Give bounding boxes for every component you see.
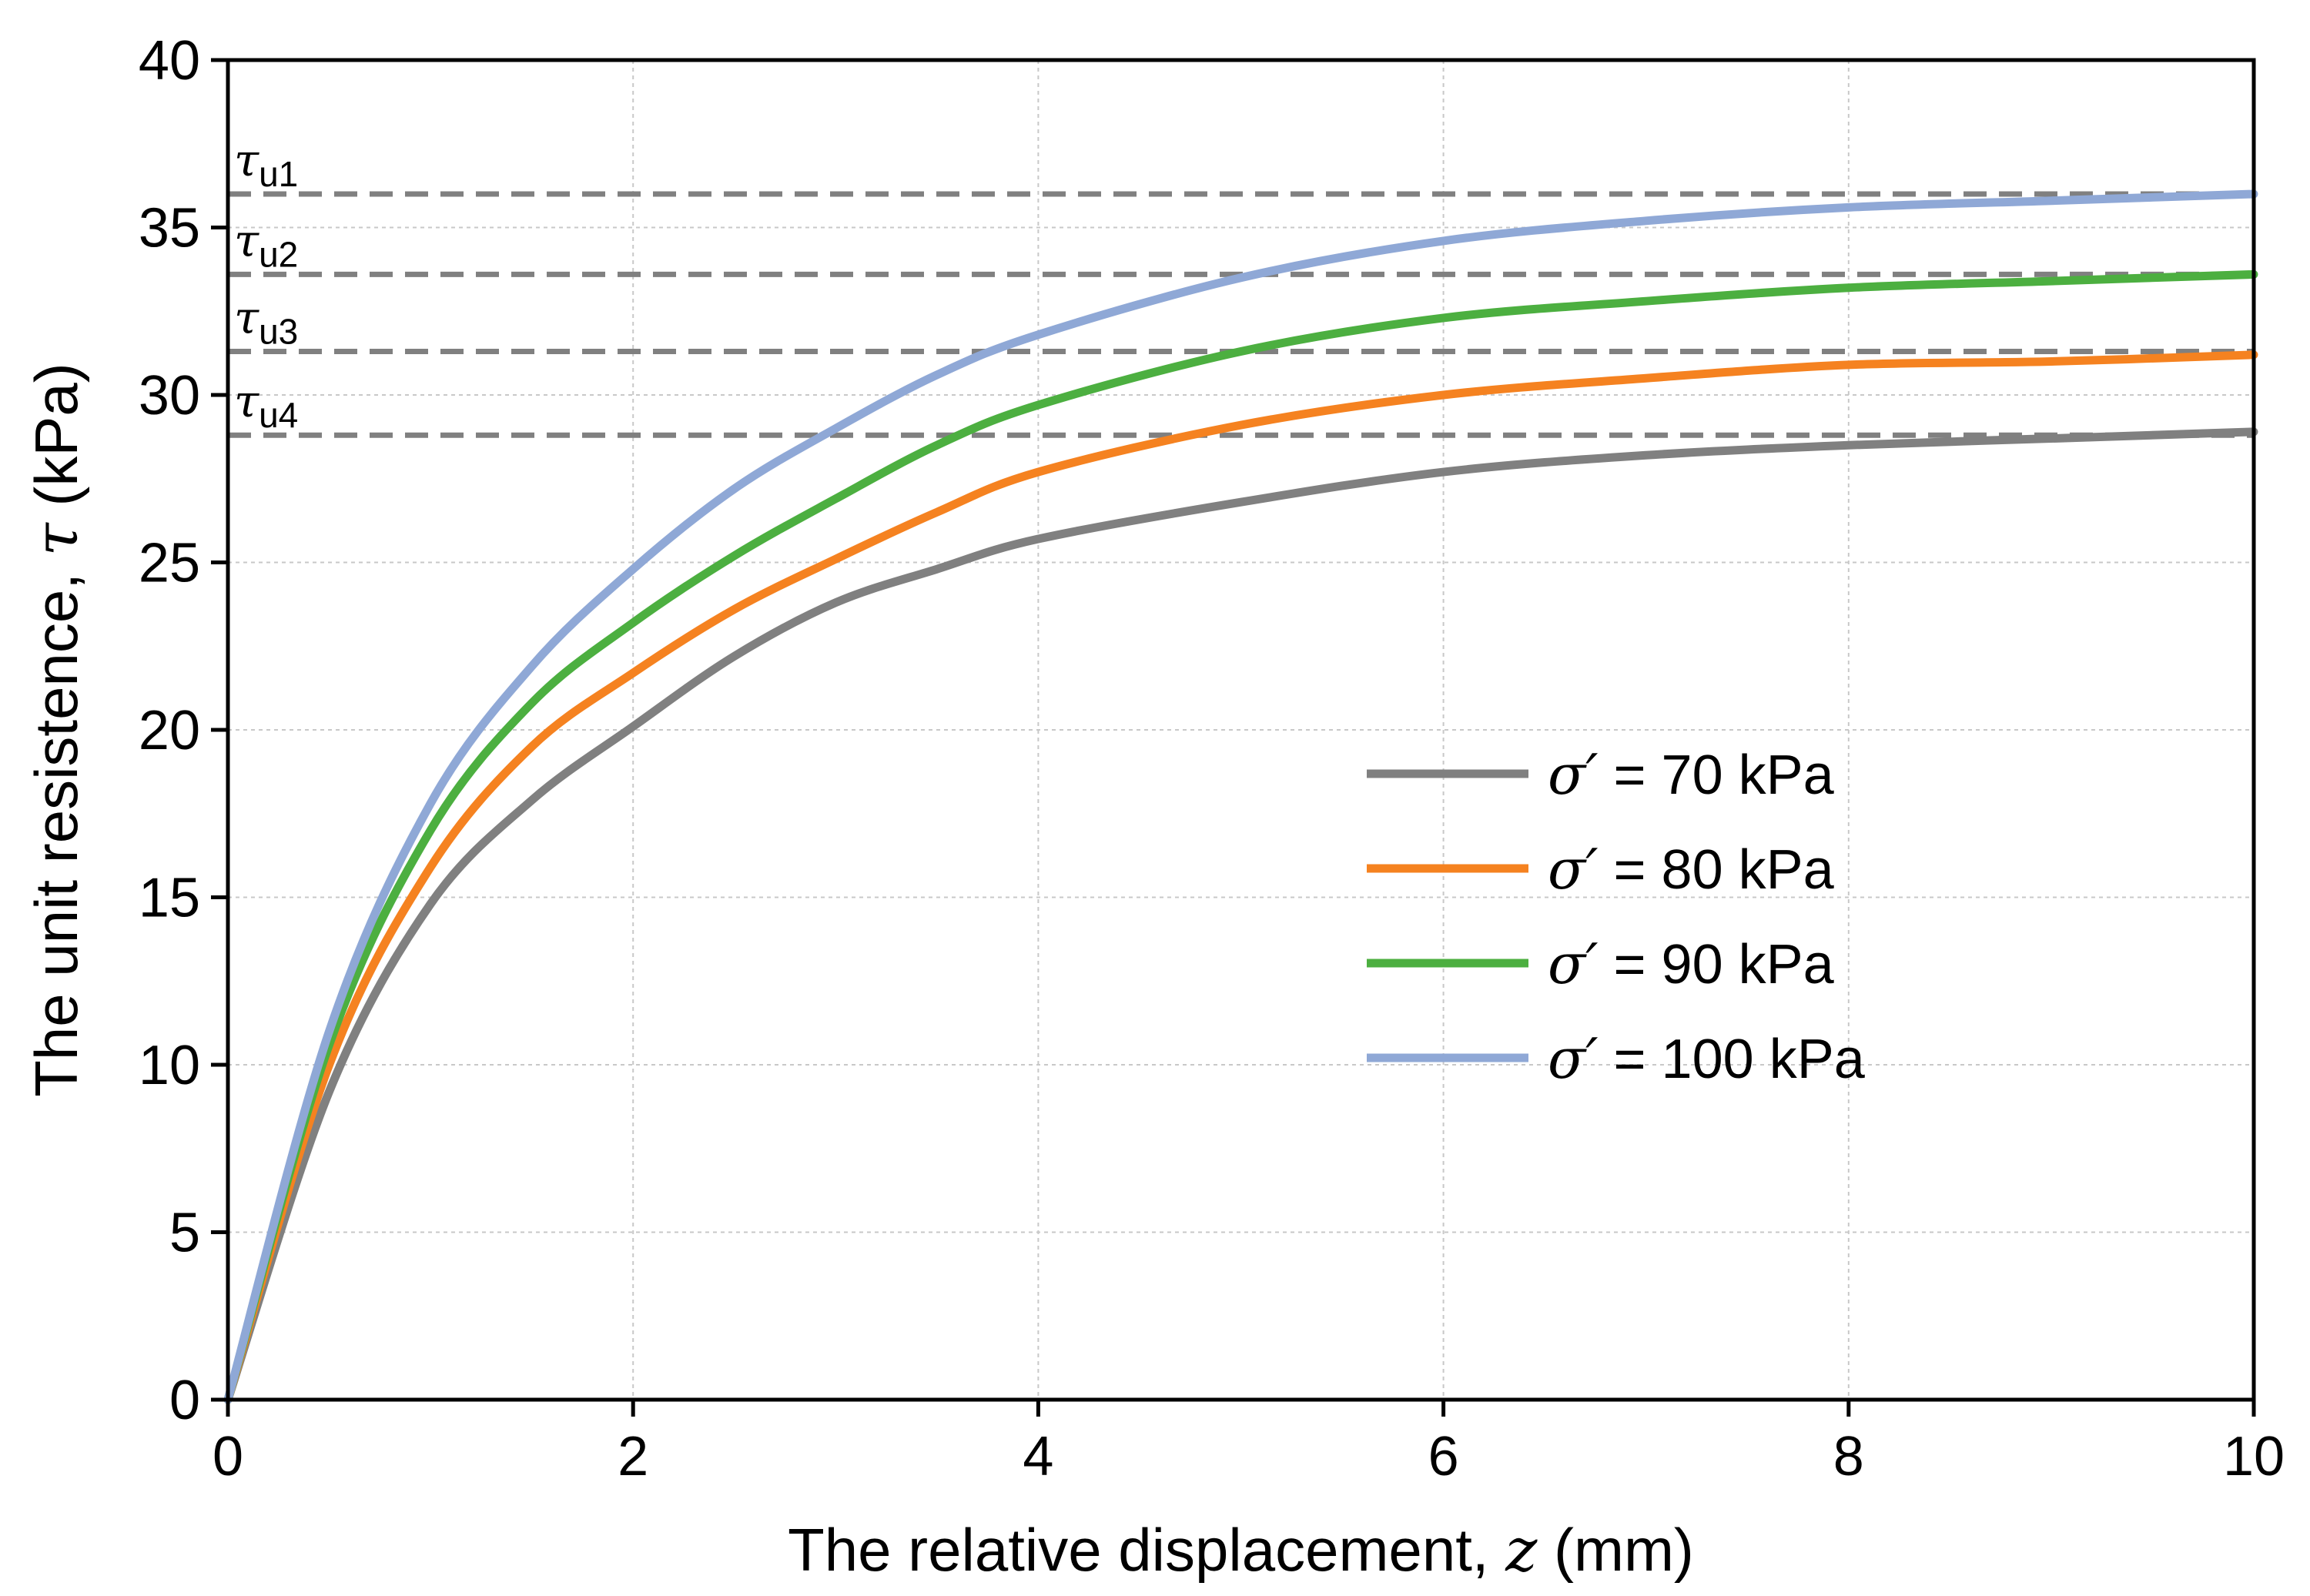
y-axis-title: The unit resistence, τ (kPa): [22, 363, 92, 1097]
grid: [228, 60, 2254, 1400]
y-tick-label: 15: [139, 868, 200, 929]
y-tick-label: 35: [139, 198, 200, 259]
legend-label-3: σ′ = 90 kPa: [1548, 932, 1835, 996]
legend: σ′ = 70 kPa σ′ = 80 kPa σ′ = 90 kPa σ′ = 10…: [1367, 742, 1866, 1091]
series-lines: [223, 189, 2258, 1404]
y-tick-label: 25: [139, 533, 200, 594]
x-tick-label: 10: [2223, 1426, 2285, 1487]
y-axis-ticks: 0 5 10 15 20 25 30 35 40: [139, 30, 228, 1431]
reference-line-labels: τu1 τu2 τu3 τu4: [234, 134, 298, 435]
y-tick-label: 20: [139, 700, 200, 761]
reference-lines: [228, 191, 2254, 438]
legend-label-2: σ′ = 80 kPa: [1548, 837, 1835, 902]
y-tick-label: 30: [139, 365, 200, 427]
legend-label-4: σ′ = 100 kPa: [1548, 1026, 1866, 1091]
series-line-2: [223, 350, 2258, 1404]
reference-label-u3: τu3: [234, 291, 298, 351]
x-tick-label: 0: [213, 1426, 243, 1487]
series-line-3: [223, 269, 2258, 1404]
series-line-4: [223, 189, 2258, 1404]
legend-label-1: σ′ = 70 kPa: [1548, 742, 1835, 807]
x-axis-ticks: 0 2 4 6 8 10: [213, 1400, 2285, 1487]
x-tick-label: 6: [1428, 1426, 1459, 1487]
x-axis-title: The relative displacement, z (mm): [788, 1516, 1694, 1585]
x-tick-label: 2: [618, 1426, 648, 1487]
reference-label-u1: τu1: [234, 134, 298, 194]
reference-label-u2: τu2: [234, 214, 298, 274]
y-tick-label: 5: [169, 1203, 200, 1264]
y-tick-label: 40: [139, 30, 200, 92]
y-tick-label: 10: [139, 1035, 200, 1096]
reference-label-u4: τu4: [234, 375, 298, 435]
series-line-1: [223, 427, 2258, 1404]
x-tick-label: 8: [1833, 1426, 1864, 1487]
x-tick-label: 4: [1023, 1426, 1053, 1487]
y-tick-label: 0: [169, 1370, 200, 1431]
